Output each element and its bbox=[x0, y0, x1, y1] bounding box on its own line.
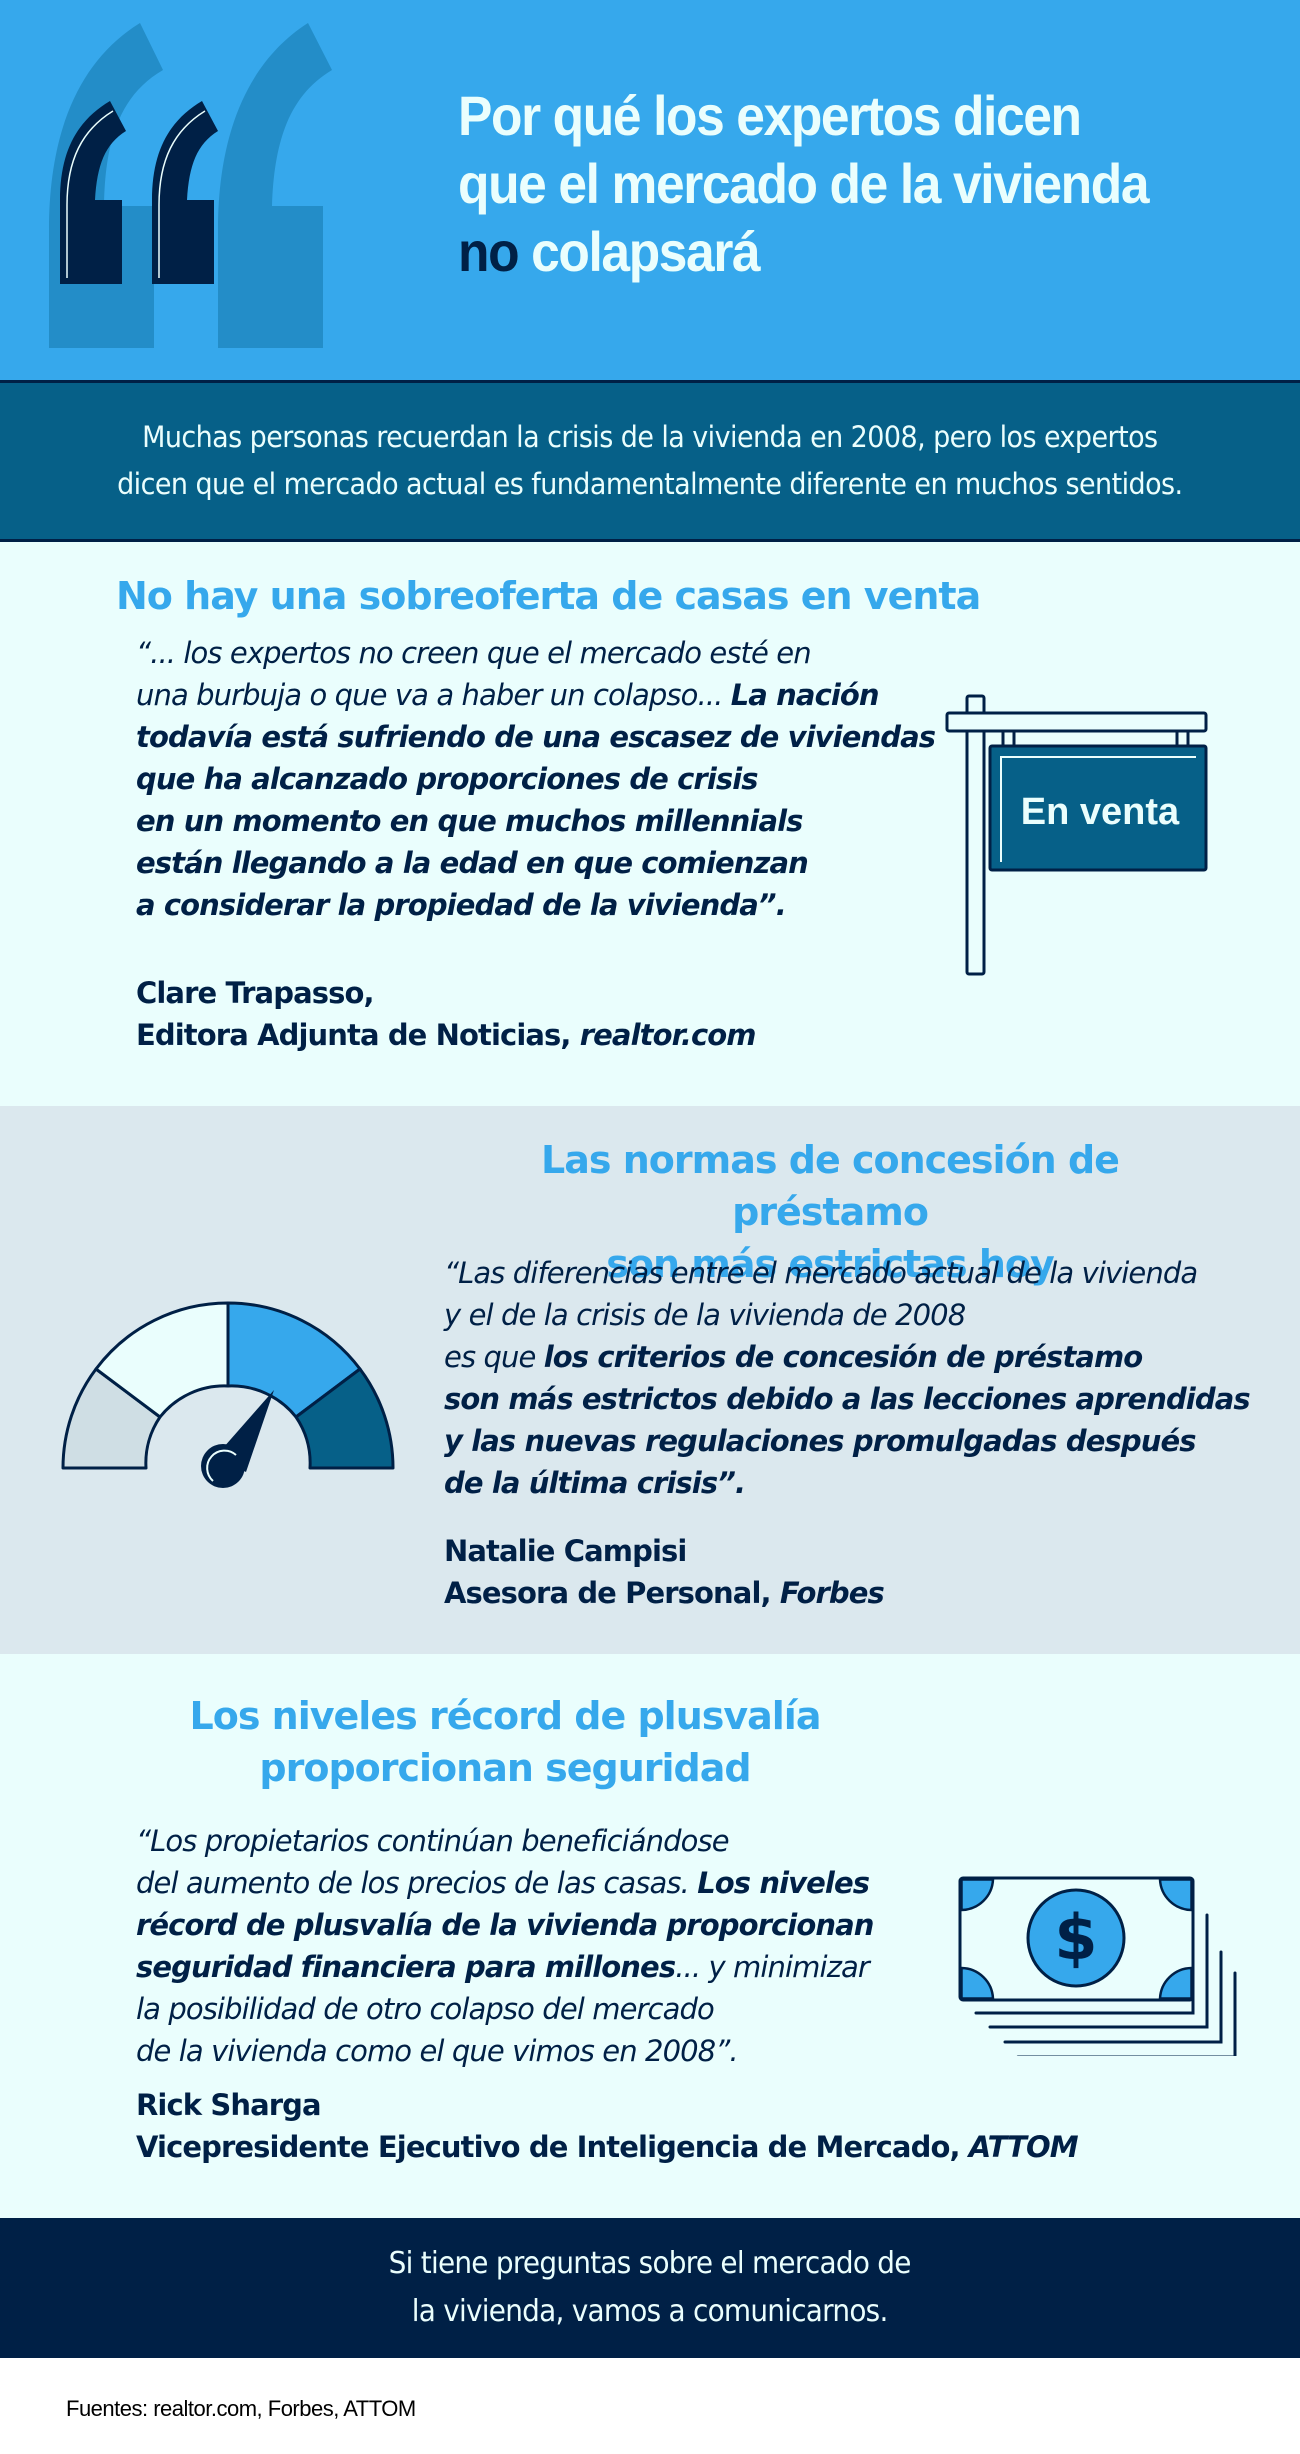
intro-band: Muchas personas recuerdan la crisis de l… bbox=[0, 380, 1300, 542]
title-line-2: que el mercado de la vivienda bbox=[458, 152, 1150, 215]
section-title: Los niveles récord de plusvalía proporci… bbox=[189, 1694, 822, 1790]
header-banner: Por qué los expertos dicen que el mercad… bbox=[0, 0, 1300, 380]
section-title: Las normas de concesión de préstamo son … bbox=[541, 1138, 1120, 1286]
quote-line: que ha alcanzado proporciones de crisis bbox=[136, 762, 759, 796]
author-name: Rick Sharga bbox=[136, 2088, 322, 2122]
quote-attribution: Clare Trapasso, Editora Adjunta de Notic… bbox=[136, 972, 757, 1056]
quote-line: “... los expertos no creen que el mercad… bbox=[136, 636, 812, 670]
gauge-meter-icon bbox=[61, 1301, 395, 1488]
section-oversupply: No hay una sobreoferta de casas en venta… bbox=[0, 542, 1300, 1106]
title-line-1: Por qué los expertos dicen bbox=[458, 84, 1082, 147]
title-line-3: no colapsará bbox=[458, 218, 1222, 286]
quote-line: récord de plusvalía de la vivienda propo… bbox=[136, 1908, 874, 1942]
author-role: Editora Adjunta de Noticias, realtor.com bbox=[136, 1018, 757, 1052]
intro-text: Muchas personas recuerdan la crisis de l… bbox=[117, 420, 1183, 501]
author-name: Natalie Campisi bbox=[444, 1534, 687, 1568]
quote-line: la posibilidad de otro colapso del merca… bbox=[136, 1992, 715, 2026]
source-name: Forbes bbox=[779, 1576, 885, 1610]
section-lending-standards: Las normas de concesión de préstamo son … bbox=[0, 1106, 1300, 1654]
section-title: No hay una sobreoferta de casas en venta bbox=[116, 574, 981, 618]
author-role: Asesora de Personal, Forbes bbox=[444, 1576, 885, 1610]
quote-attribution: Natalie Campisi Asesora de Personal, For… bbox=[444, 1530, 885, 1614]
section-quote: “Las diferencias entre el mercado actual… bbox=[444, 1252, 1251, 1504]
source-name: ATTOM bbox=[968, 2130, 1079, 2164]
title-highlight: no bbox=[458, 220, 520, 283]
author-name: Clare Trapasso, bbox=[136, 976, 375, 1010]
sources-text: Fuentes: realtor.com, Forbes, ATTOM bbox=[66, 2396, 416, 2421]
quote-line: y las nuevas regulaciones promulgadas de… bbox=[444, 1424, 1196, 1458]
section-equity: Los niveles récord de plusvalía proporci… bbox=[0, 1654, 1300, 2218]
for-sale-sign-icon: En venta bbox=[945, 694, 1208, 976]
quote-line: de la vivienda como el que vimos en 2008… bbox=[136, 2034, 739, 2068]
page-title: Por qué los expertos dicen que el mercad… bbox=[458, 82, 1222, 286]
quote-line: todavía está sufriendo de una escasez de… bbox=[136, 720, 936, 754]
dollar-sign: $ bbox=[1054, 1901, 1097, 1974]
quote-line: “Los propietarios continúan beneficiándo… bbox=[136, 1824, 730, 1858]
quote-line: es que los criterios de concesión de pré… bbox=[444, 1340, 1143, 1374]
sign-text: En venta bbox=[1021, 791, 1180, 833]
quotation-mark-icon bbox=[49, 23, 332, 348]
sources-footer: Fuentes: realtor.com, Forbes, ATTOM bbox=[0, 2358, 1300, 2454]
quote-line: una burbuja o que va a haber un colapso.… bbox=[136, 678, 880, 712]
quote-line: del aumento de los precios de las casas.… bbox=[136, 1866, 870, 1900]
quote-line: en un momento en que muchos millennials bbox=[136, 804, 803, 838]
quote-line: de la última crisis”. bbox=[444, 1466, 746, 1500]
quote-line: “Las diferencias entre el mercado actual… bbox=[444, 1256, 1198, 1290]
section-quote: “... los expertos no creen que el mercad… bbox=[136, 632, 936, 926]
cta-banner: Si tiene preguntas sobre el mercado de l… bbox=[0, 2218, 1300, 2358]
quote-line: a considerar la propiedad de la vivienda… bbox=[136, 888, 787, 922]
author-role: Vicepresidente Ejecutivo de Inteligencia… bbox=[136, 2130, 1079, 2164]
title-rest: colapsará bbox=[518, 220, 761, 283]
source-name: realtor.com bbox=[579, 1018, 757, 1052]
money-stack-icon: $ bbox=[958, 1876, 1237, 2056]
quote-line: están llegando a la edad en que comienza… bbox=[136, 846, 809, 880]
quote-line: seguridad financiera para millones... y … bbox=[136, 1950, 870, 1984]
section-quote: “Los propietarios continúan beneficiándo… bbox=[136, 1820, 874, 2072]
quote-attribution: Rick Sharga Vicepresidente Ejecutivo de … bbox=[136, 2084, 1079, 2168]
quote-line: son más estrictos debido a las lecciones… bbox=[444, 1382, 1251, 1416]
quote-line: y el de la crisis de la vivienda de 2008 bbox=[444, 1298, 966, 1332]
cta-text: Si tiene preguntas sobre el mercado de l… bbox=[388, 2246, 912, 2329]
